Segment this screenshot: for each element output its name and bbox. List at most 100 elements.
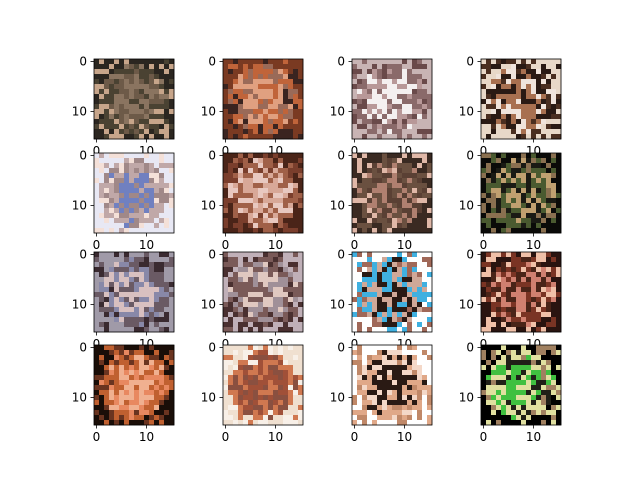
pixel-cell — [506, 124, 512, 130]
pixel-cell — [387, 64, 393, 70]
pixel-cell — [248, 74, 254, 80]
pixel-cell — [263, 188, 269, 194]
axes-frame — [351, 251, 433, 333]
pixel-cell — [233, 218, 239, 224]
pixel-cell — [223, 99, 229, 105]
pixel-cell — [164, 188, 170, 194]
pixel-cell — [233, 287, 239, 293]
pixel-cell — [541, 188, 547, 194]
pixel-cell — [154, 99, 160, 105]
pixel-cell — [129, 390, 135, 396]
pixel-cell — [541, 163, 547, 169]
pixel-cell — [491, 257, 497, 263]
pixel-cell — [109, 375, 115, 381]
pixel-cell — [536, 163, 542, 169]
pixel-cell — [392, 89, 398, 95]
pixel-cell — [516, 74, 522, 80]
pixel-cell — [521, 228, 527, 234]
pixel-cell — [283, 64, 289, 70]
pixel-cell — [536, 193, 542, 199]
pixel-cell — [243, 74, 249, 80]
pixel-cell — [387, 287, 393, 293]
pixel-cell — [129, 267, 135, 273]
pixel-cell — [546, 302, 552, 308]
pixel-cell — [501, 282, 507, 288]
pixel-cell — [139, 307, 145, 313]
pixel-cell — [248, 262, 254, 268]
pixel-cell — [129, 129, 135, 135]
pixel-cell — [139, 218, 145, 224]
pixel-cell — [357, 307, 363, 313]
pixel-cell — [119, 89, 125, 95]
pixel-cell — [99, 370, 105, 376]
pixel-cell — [521, 272, 527, 278]
pixel-cell — [139, 277, 145, 283]
pixel-cell — [427, 312, 433, 318]
pixel-cell — [377, 79, 383, 85]
pixel-cell — [159, 178, 165, 184]
pixel-cell — [481, 395, 487, 401]
pixel-cell — [427, 79, 433, 85]
pixel-cell — [109, 355, 115, 361]
pixel-cell — [134, 410, 140, 416]
pixel-cell — [402, 114, 408, 120]
pixel-cell — [99, 208, 105, 214]
pixel-cell — [124, 272, 130, 278]
pixel-cell — [402, 119, 408, 125]
pixel-cell — [357, 410, 363, 416]
pixel-cell — [397, 153, 403, 159]
pixel-cell — [511, 345, 517, 351]
pixel-cell — [501, 158, 507, 164]
pixel-cell — [382, 158, 388, 164]
pixel-cell — [407, 267, 413, 273]
pixel-cell — [268, 129, 274, 135]
pixel-cell — [556, 395, 562, 401]
pixel-cell — [397, 218, 403, 224]
pixel-cell — [486, 410, 492, 416]
pixel-cell — [248, 395, 254, 401]
pixel-cell — [412, 405, 418, 411]
pixel-cell — [149, 272, 155, 278]
pixel-cell — [169, 405, 175, 411]
pixel-cell — [164, 312, 170, 318]
pixel-cell — [397, 114, 403, 120]
pixel-cell — [223, 287, 229, 293]
pixel-cell — [392, 360, 398, 366]
pixel-cell — [531, 198, 537, 204]
pixel-cell — [546, 153, 552, 159]
pixel-cell — [511, 420, 517, 426]
pixel-cell — [298, 380, 304, 386]
pixel-cell — [397, 395, 403, 401]
pixel-cell — [248, 405, 254, 411]
pixel-cell — [377, 114, 383, 120]
pixel-cell — [387, 312, 393, 318]
pixel-cell — [288, 124, 294, 130]
pixel-cell — [362, 198, 368, 204]
pixel-cell — [258, 168, 264, 174]
pixel-cell — [288, 114, 294, 120]
pixel-cell — [109, 64, 115, 70]
pixel-cell — [362, 119, 368, 125]
pixel-cell — [233, 89, 239, 95]
pixel-cell — [526, 380, 532, 386]
pixel-cell — [496, 104, 502, 110]
pixel-cell — [496, 59, 502, 65]
pixel-cell — [516, 297, 522, 303]
pixel-cell — [506, 375, 512, 381]
pixel-cell — [367, 64, 373, 70]
pixel-cell — [288, 223, 294, 229]
pixel-cell — [149, 410, 155, 416]
pixel-cell — [367, 257, 373, 263]
pixel-cell — [417, 84, 423, 90]
pixel-cell — [427, 257, 433, 263]
pixel-cell — [248, 223, 254, 229]
pixel-cell — [159, 109, 165, 115]
pixel-cell — [144, 153, 150, 159]
pixel-cell — [536, 307, 542, 313]
pixel-cell — [496, 153, 502, 159]
pixel-cell — [293, 415, 299, 421]
pixel-cell — [541, 360, 547, 366]
pixel-cell — [159, 355, 165, 361]
